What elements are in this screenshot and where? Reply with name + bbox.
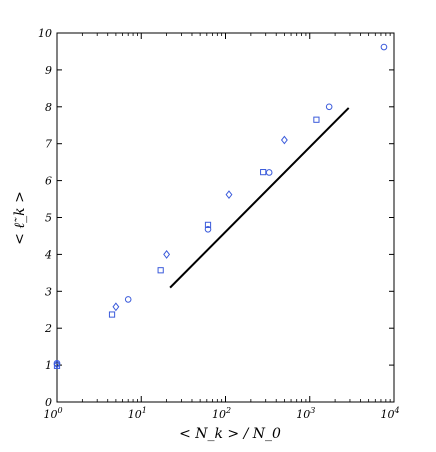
x-tick-label: 100 (43, 406, 62, 421)
reference-line-layer (169, 107, 350, 289)
y-axis-label: < ℓ̃_k > (12, 191, 28, 245)
x-tick-label: 104 (380, 406, 399, 421)
x-tick-label: 101 (128, 406, 147, 421)
data-point-square (157, 267, 164, 274)
tick-labels: 0 1 2 3 4 5 6 7 8 9 10 100 101 102 103 104 (38, 27, 400, 421)
data-point-circle (204, 226, 212, 233)
y-tick-label: 3 (45, 285, 52, 298)
data-point-circle (325, 103, 333, 111)
x-tick-label: 102 (212, 406, 231, 421)
x-axis-label: < N_k > / N_0 (179, 426, 281, 442)
y-tick-label: 9 (45, 64, 52, 77)
data-point-square (313, 116, 320, 123)
y-tick-label: 1 (45, 359, 52, 372)
data-point-square (260, 169, 267, 176)
plot-frame (56, 32, 395, 403)
marker-layer (53, 43, 388, 369)
y-tick-label: 0 (45, 396, 52, 409)
data-point-diamond (163, 249, 171, 259)
y-tick-label: 5 (45, 212, 52, 225)
y-tick-label: 2 (44, 322, 52, 335)
data-point-circle (265, 169, 273, 176)
data-point-square (204, 221, 212, 228)
y-tick-label: 10 (38, 27, 52, 40)
data-point-circle (380, 43, 388, 51)
y-tick-label: 7 (45, 138, 52, 151)
y-tick-label: 4 (44, 248, 52, 261)
data-point-square (108, 311, 116, 318)
axis-ticks (56, 32, 395, 403)
data-point-diamond (112, 302, 120, 312)
x-tick-label: 103 (296, 406, 315, 421)
data-point-circle (124, 296, 132, 303)
y-tick-label: 8 (45, 101, 52, 114)
y-tick-label: 6 (45, 175, 52, 188)
data-point-diamond (280, 135, 288, 145)
data-point-diamond (225, 190, 233, 200)
reference-line (169, 107, 350, 289)
data-point-diamond (53, 359, 61, 369)
